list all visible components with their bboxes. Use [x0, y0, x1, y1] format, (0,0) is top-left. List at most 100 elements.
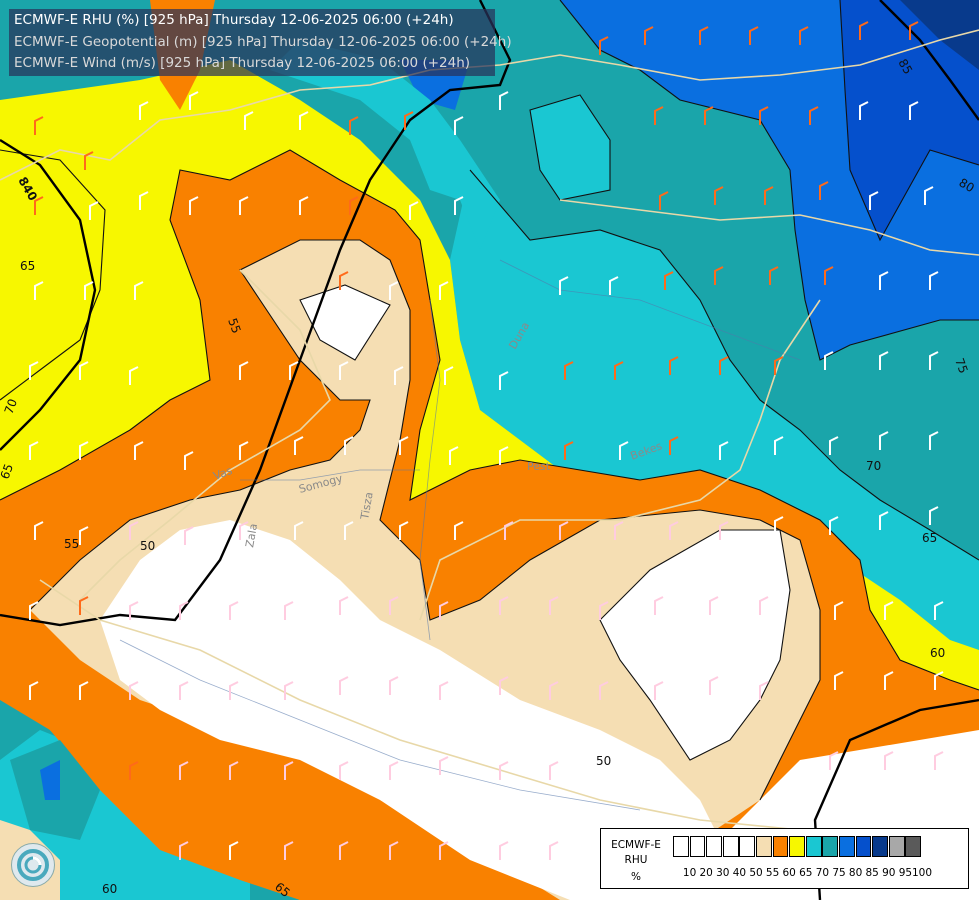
rhu-label-55-north: 55 [225, 316, 243, 335]
wind-barb-icon [229, 601, 239, 620]
rhu-label-50-south: 50 [596, 754, 611, 768]
wind-barb-icon [184, 526, 194, 545]
wind-barb-icon [404, 111, 414, 130]
wind-barb-icon [559, 276, 569, 295]
wind-barb-icon [389, 596, 399, 615]
wind-barb-icon [719, 441, 729, 460]
legend-tick-label: 65 [799, 867, 813, 879]
wind-barb-icon [179, 681, 189, 700]
wind-barb-icon [774, 436, 784, 455]
wind-barb-icon [239, 361, 249, 380]
legend-swatch [706, 836, 722, 857]
wind-barb-icon [344, 436, 354, 455]
wind-barb-icon [439, 681, 449, 700]
legend-tick-label: 10 [682, 867, 697, 879]
legend-tick-label: 70 [815, 867, 830, 879]
wind-barb-icon [129, 521, 139, 540]
wind-barb-icon [714, 266, 724, 285]
wind-barb-icon [499, 91, 509, 110]
legend-swatch [789, 836, 805, 857]
wind-barb-icon [139, 191, 149, 210]
wind-barb-icon [349, 116, 359, 135]
country-borders [0, 29, 979, 831]
wind-barb-icon [184, 451, 194, 470]
wind-barb-icon [79, 596, 89, 615]
wind-barb-icon [29, 361, 39, 380]
wind-barb-icon [299, 111, 309, 130]
wind-barb-icon [599, 36, 609, 55]
wind-barb-icon [909, 21, 919, 40]
wind-barb-icon [709, 676, 719, 695]
wind-barbs [29, 21, 944, 860]
wind-barb-icon [339, 676, 349, 695]
wind-barb-icon [879, 511, 889, 530]
legend-tick-label: 95 [898, 867, 913, 879]
place-label-tisza: Tisza [358, 491, 376, 522]
rhu-label-60-east: 60 [930, 646, 945, 660]
wind-barb-icon [879, 271, 889, 290]
rhu-band-50-55 [30, 240, 820, 900]
wind-barb-icon [229, 761, 239, 780]
rhu-label-65-west: 65 [20, 259, 35, 273]
wind-barb-icon [719, 521, 729, 540]
wind-barb-icon [89, 201, 99, 220]
wind-barb-icon [179, 761, 189, 780]
rhu-band-80-85-swpatch [40, 760, 60, 800]
rhu-band-below-50-east [600, 530, 790, 760]
wind-barb-icon [829, 436, 839, 455]
wind-barb-icon [499, 676, 509, 695]
legend-swatch [689, 836, 706, 857]
wind-barb-icon [599, 601, 609, 620]
wind-barb-icon [774, 516, 784, 535]
wind-barb-icon [829, 751, 839, 770]
wind-barb-icon [284, 681, 294, 700]
wind-barb-icon [79, 361, 89, 380]
wind-barb-icon [34, 281, 44, 300]
wind-barb-icon [884, 751, 894, 770]
wind-barb-icon [879, 431, 889, 450]
wind-barb-icon [339, 361, 349, 380]
wind-barb-icon [934, 751, 944, 770]
legend-swatch [722, 836, 739, 857]
wind-barb-icon [294, 436, 304, 455]
wind-barb-icon [139, 101, 149, 120]
wind-barb-icon [619, 441, 629, 460]
legend-tick-label: 30 [716, 867, 730, 879]
wind-barb-icon [934, 671, 944, 690]
wind-barb-icon [769, 266, 779, 285]
wind-barb-icon [759, 106, 769, 125]
wind-barb-icon [454, 116, 464, 135]
legend-swatch [756, 836, 772, 857]
wind-barb-icon [934, 601, 944, 620]
wind-barb-icon [349, 196, 359, 215]
wind-barb-icon [869, 191, 879, 210]
legend-swatch [805, 836, 822, 857]
legend-swatch [855, 836, 872, 857]
rhu-band-90-95 [900, 0, 979, 70]
wind-barb-icon [439, 601, 449, 620]
wind-barb-icon [859, 101, 869, 120]
wind-barb-icon [344, 521, 354, 540]
rhu-contour-labels: 65 70 65 55 50 55 60 65 70 75 80 85 50 6… [0, 57, 977, 900]
wind-barb-icon [79, 441, 89, 460]
wind-barb-icon [909, 101, 919, 120]
rhu-label-80-east: 80 [957, 175, 977, 195]
wind-barb-icon [299, 196, 309, 215]
wind-barb-icon [389, 676, 399, 695]
wind-barb-icon [189, 196, 199, 215]
wind-barb-icon [759, 596, 769, 615]
wind-barb-icon [549, 681, 559, 700]
rhu-label-60-south: 60 [102, 882, 117, 896]
title-wind: ECMWF-E Wind (m/s) [925 hPa] Thursday 12… [14, 55, 471, 71]
wind-barb-icon [134, 281, 144, 300]
wind-barb-icon [714, 186, 724, 205]
wind-barb-icon [449, 446, 459, 465]
wind-barb-icon [659, 191, 669, 210]
wind-barb-icon [564, 361, 574, 380]
wind-barb-icon [439, 841, 449, 860]
legend-tick-label: 75 [832, 867, 846, 879]
wind-barb-icon [34, 196, 44, 215]
legend-swatch [673, 836, 689, 857]
wind-barb-icon [389, 761, 399, 780]
wind-barb-icon [399, 521, 409, 540]
